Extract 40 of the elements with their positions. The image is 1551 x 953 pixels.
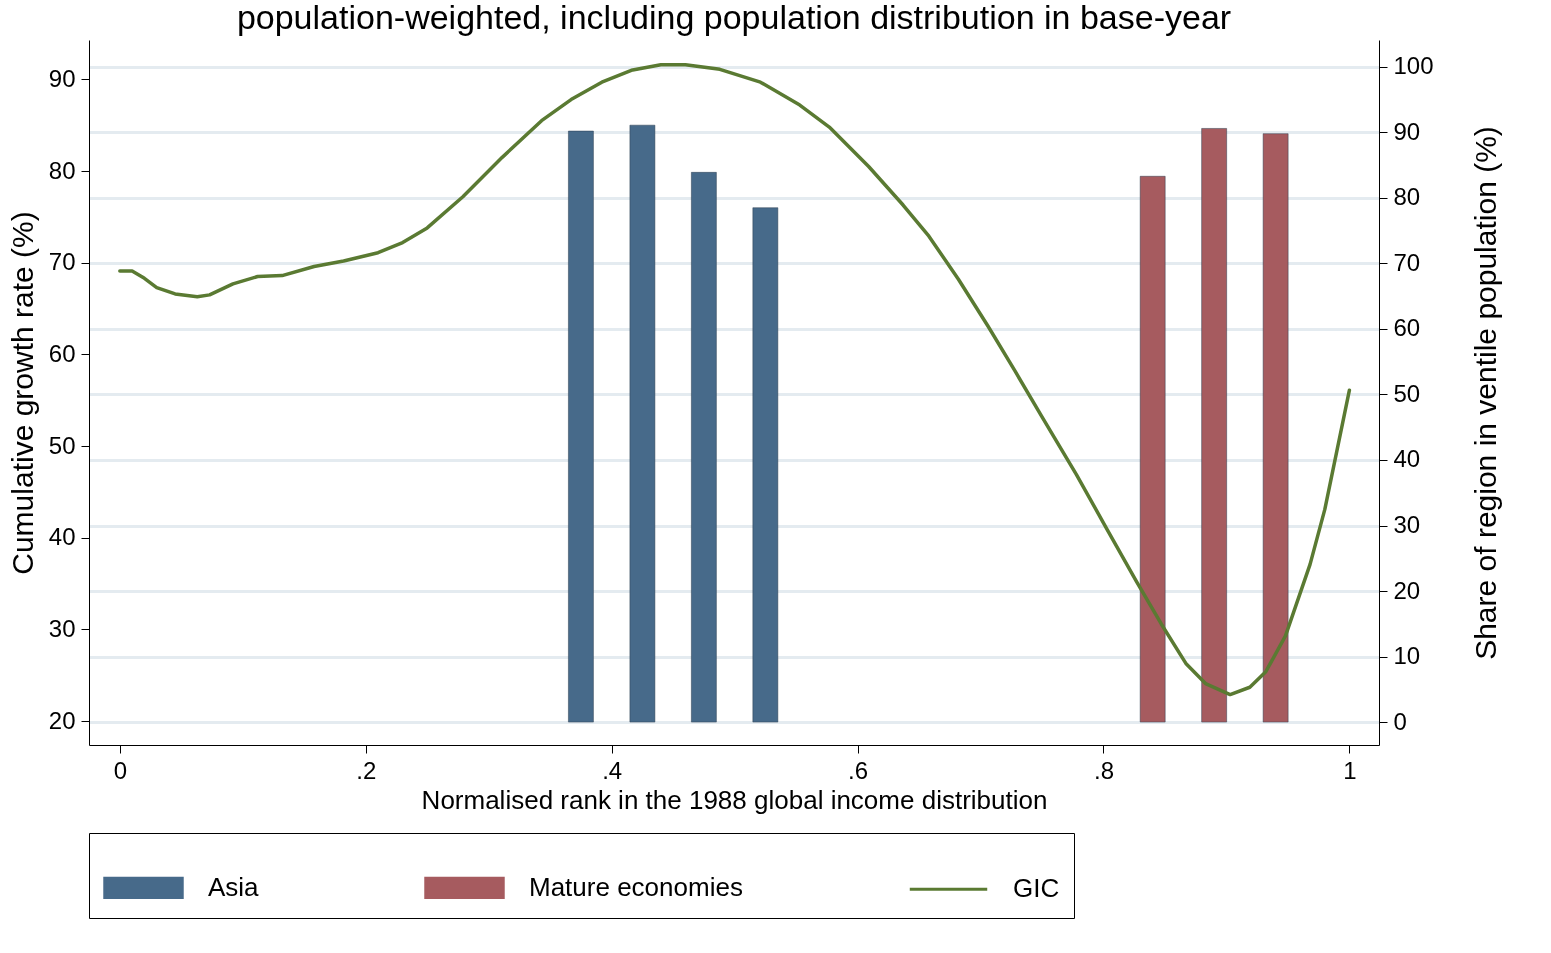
- line-series: [118, 63, 1352, 697]
- bar: [691, 172, 717, 723]
- legend-label: Asia: [208, 871, 260, 902]
- y-tick-label: 80: [48, 156, 76, 184]
- legend-label: GIC: [1013, 873, 1060, 904]
- bar: [1201, 128, 1227, 723]
- bar: [752, 207, 779, 723]
- x-axis-title: Normalised rank in the 1988 global income distribution: [421, 784, 1048, 815]
- x-tick-label: .4: [602, 756, 623, 784]
- y-tick-label: 20: [48, 706, 76, 734]
- y-tick-label: 90: [48, 64, 76, 92]
- x-tick-label: .6: [848, 756, 869, 784]
- y-tick-label: 40: [48, 523, 76, 551]
- x-tick-label: .2: [356, 756, 377, 784]
- y2-tick-label: 80: [1393, 183, 1421, 211]
- chart-title: population-weighted, including population distribution in base-year: [236, 0, 1232, 36]
- y-tick-label: 30: [48, 614, 76, 642]
- y-tick-label: 70: [48, 248, 76, 276]
- y2-tick-label: 30: [1393, 511, 1421, 539]
- y2-tick-label: 20: [1393, 576, 1421, 604]
- bar: [568, 130, 594, 723]
- y2-axis-title: Share of region in ventile population (%): [1468, 126, 1502, 660]
- bar: [1262, 133, 1289, 723]
- x-tick-label: .8: [1093, 756, 1114, 784]
- bar: [629, 124, 656, 723]
- y2-tick-label: 40: [1393, 445, 1421, 473]
- y2-tick-label: 10: [1393, 642, 1421, 670]
- y-axis-title: Cumulative growth rate (%): [5, 211, 39, 575]
- y2-tick-label: 50: [1393, 379, 1421, 407]
- bar: [1139, 176, 1166, 723]
- legend-label: Mature economies: [529, 871, 743, 902]
- y2-tick-label: 100: [1393, 52, 1434, 80]
- y2-tick-label: 0: [1393, 707, 1407, 735]
- y2-tick-label: 60: [1393, 314, 1421, 342]
- y-tick-label: 60: [48, 339, 76, 367]
- x-tick-label: 1: [1343, 756, 1357, 784]
- y2-tick-label: 90: [1393, 117, 1421, 145]
- y2-tick-label: 70: [1393, 248, 1421, 276]
- x-tick-label: 0: [113, 756, 127, 784]
- y-tick-label: 50: [48, 431, 76, 459]
